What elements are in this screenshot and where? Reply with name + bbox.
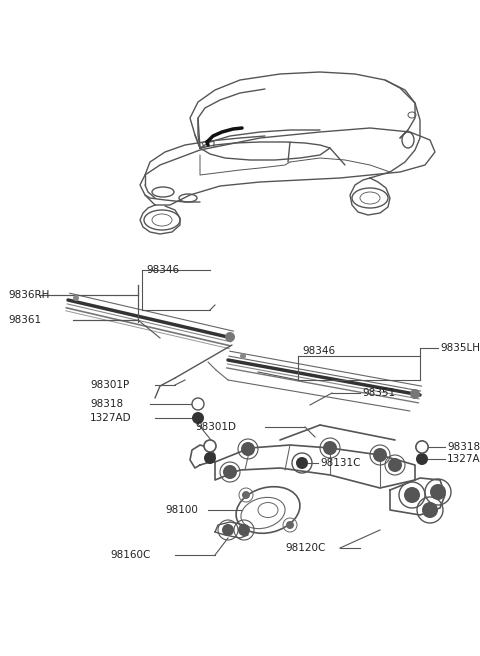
Circle shape: [241, 442, 255, 456]
Circle shape: [416, 441, 428, 453]
Circle shape: [388, 458, 402, 472]
Text: 98346: 98346: [146, 265, 179, 275]
Text: 9835LH: 9835LH: [440, 343, 480, 353]
Circle shape: [416, 453, 428, 465]
Circle shape: [204, 440, 216, 452]
Text: 98351: 98351: [362, 388, 395, 398]
Circle shape: [192, 398, 204, 410]
Circle shape: [242, 491, 250, 499]
Text: 98120C: 98120C: [285, 543, 325, 553]
Circle shape: [73, 295, 79, 301]
Circle shape: [422, 502, 438, 518]
Circle shape: [204, 452, 216, 464]
Circle shape: [238, 524, 250, 536]
Circle shape: [286, 521, 294, 529]
Text: 98346: 98346: [302, 346, 335, 356]
Text: 9836RH: 9836RH: [8, 290, 49, 300]
Circle shape: [410, 389, 420, 399]
Text: 98100: 98100: [165, 505, 198, 515]
Circle shape: [416, 441, 428, 453]
Text: 98301D: 98301D: [195, 422, 236, 432]
Text: 1327AD: 1327AD: [447, 454, 480, 464]
Text: 98318: 98318: [447, 442, 480, 452]
Circle shape: [296, 457, 308, 469]
Circle shape: [404, 487, 420, 503]
Circle shape: [240, 353, 246, 359]
Circle shape: [223, 465, 237, 479]
Text: 1327AD: 1327AD: [90, 413, 132, 423]
Text: 98318: 98318: [90, 399, 123, 409]
Circle shape: [225, 332, 235, 342]
Circle shape: [222, 524, 234, 536]
Circle shape: [323, 441, 337, 455]
Circle shape: [373, 448, 387, 462]
Text: 98301P: 98301P: [90, 380, 129, 390]
Text: 98361: 98361: [8, 315, 41, 325]
Text: 98131C: 98131C: [320, 458, 360, 468]
Circle shape: [430, 484, 446, 500]
Circle shape: [192, 412, 204, 424]
Text: 98160C: 98160C: [110, 550, 150, 560]
